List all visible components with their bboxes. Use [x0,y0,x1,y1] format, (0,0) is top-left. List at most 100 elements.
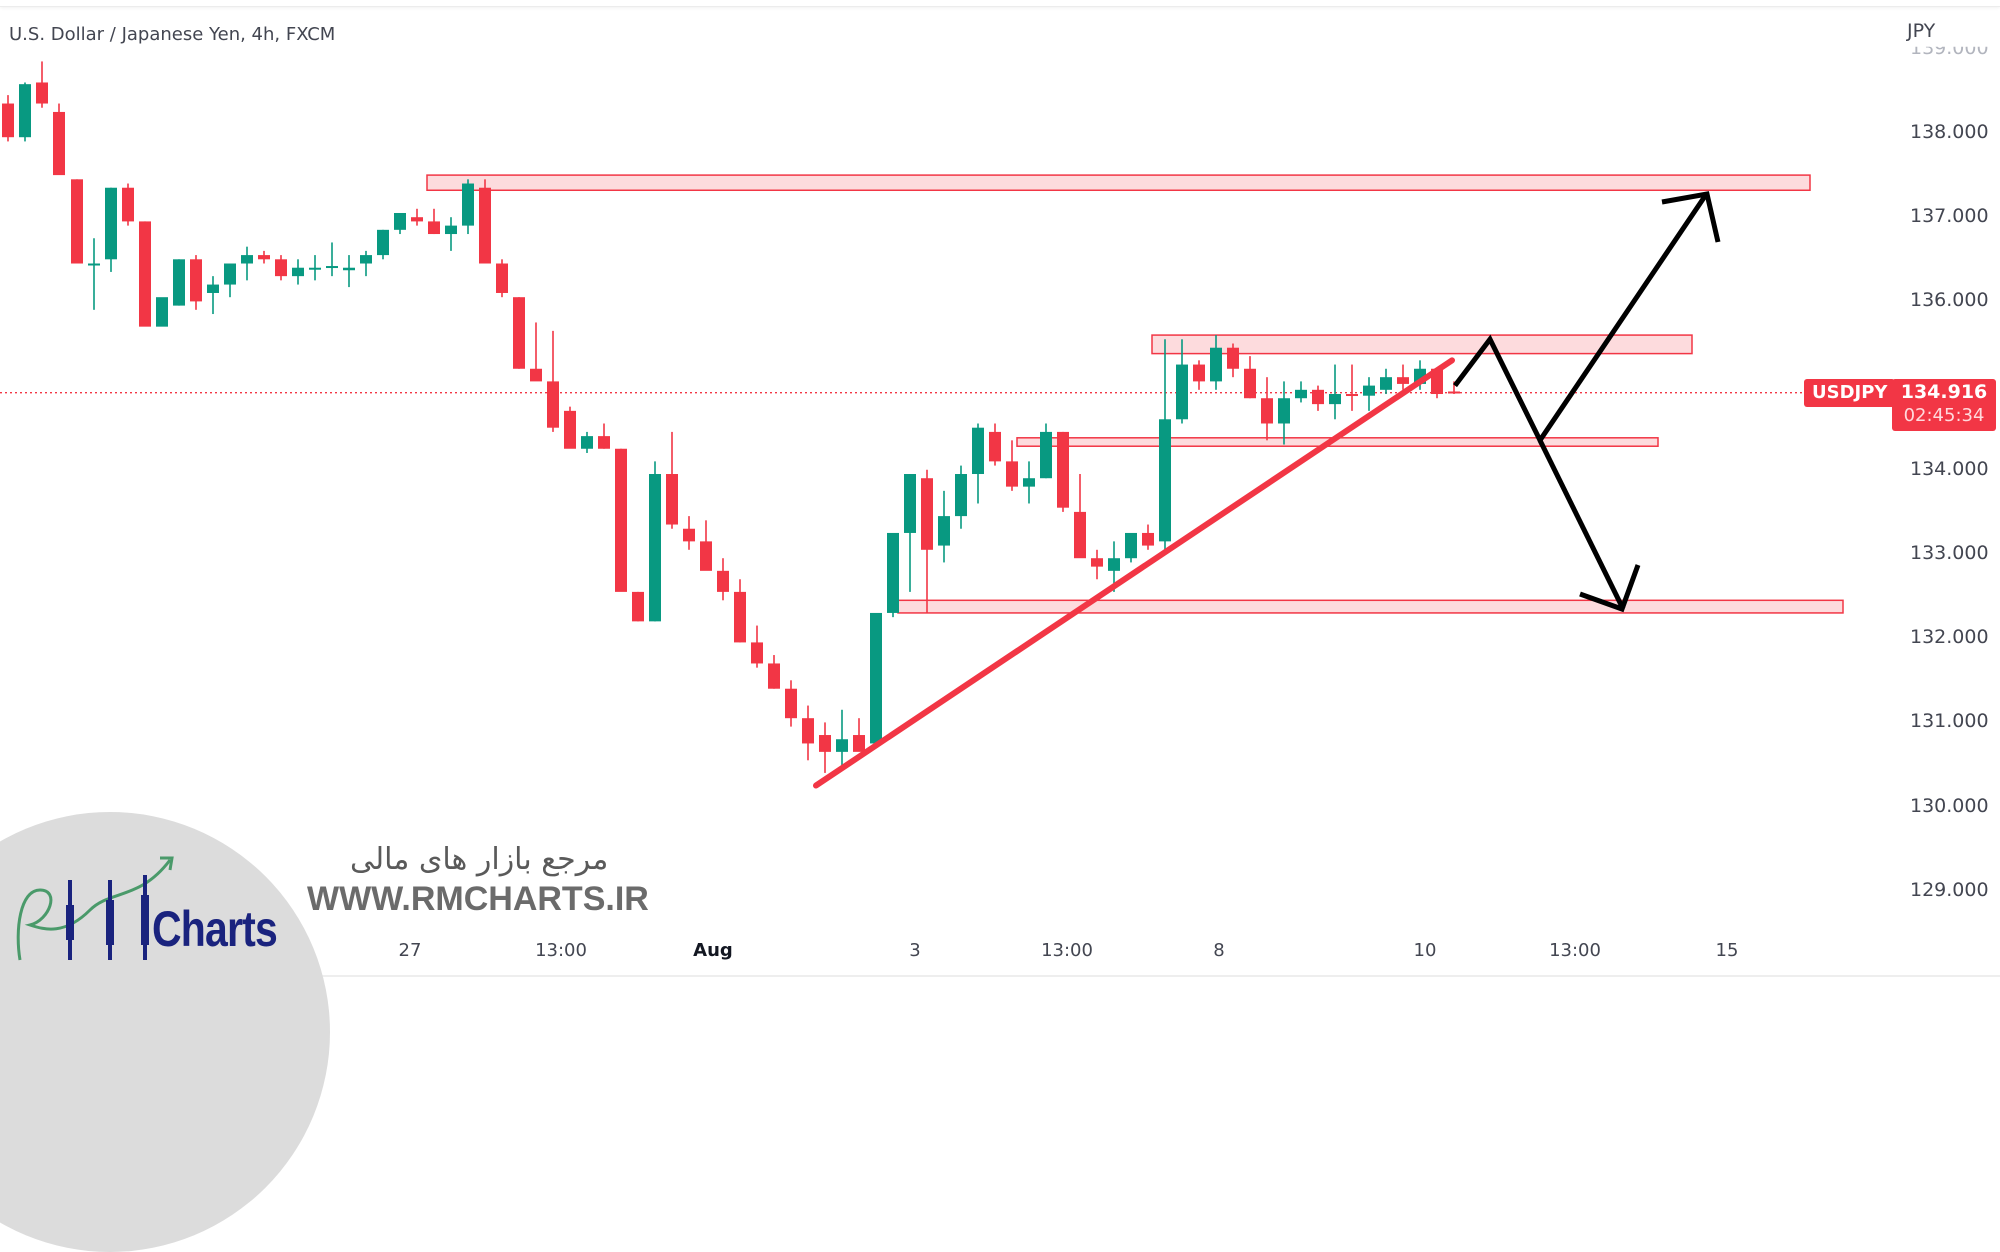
projection-down-path [1537,439,1626,610]
candle [870,612,882,748]
candle [2,95,14,142]
watermark-brand: Charts [152,901,278,957]
last-price-badge: 134.916 02:45:34 [1892,379,1996,431]
candle [275,255,287,281]
price-tick: 136.000 [1910,289,1989,312]
candle [53,103,65,176]
candle [1074,474,1086,559]
candle [1040,423,1052,479]
price-tick: 134.000 [1910,457,1989,480]
candle [632,591,644,622]
candle [156,297,168,327]
time-tick: 15 [1715,940,1739,961]
candle [309,255,321,281]
candle [173,259,185,306]
candle [734,579,746,643]
candle [581,431,593,453]
candle [1363,377,1375,411]
candle [700,520,712,571]
candle [853,718,865,752]
axis-divider [0,975,2000,977]
price-tick: 133.000 [1910,542,1989,564]
candle [972,423,984,504]
candle [1312,385,1324,411]
candle [1006,440,1018,491]
candle [819,722,831,773]
candle [955,465,967,529]
candle [241,246,253,281]
bar-countdown: 02:45:34 [1903,405,1985,426]
candle [36,61,48,108]
candle [1193,360,1205,390]
candle [462,179,474,235]
zone-resistance-top [426,174,1811,192]
last-price: 134.916 [1900,381,1988,403]
candle [122,183,134,226]
price-tick: 131.000 [1910,710,1989,733]
watermark-tagline: مرجع بازار های مالی [350,842,609,877]
candle [751,625,763,668]
candle [360,250,372,277]
trendline [813,357,1455,789]
candle [547,330,559,432]
candle [989,423,1001,466]
candle [19,82,31,142]
price-chart[interactable] [0,0,2000,1000]
candle [1227,343,1239,378]
candle [258,250,270,264]
price-tick: 139.000 [1910,36,1989,59]
candle [479,179,491,264]
candle [1159,339,1171,554]
candle [139,221,151,327]
chart-title: U.S. Dollar / Japanese Yen, 4h, FXCM [9,24,336,45]
candle [377,229,389,260]
candle [666,431,678,529]
candle [768,655,780,689]
rm-logo-icon [16,856,174,961]
candle [1397,364,1409,390]
price-tick: 137.000 [1910,205,1989,228]
price-tick: 138.000 [1910,121,1989,143]
candle [598,423,610,449]
time-tick: 13:00 [535,940,587,961]
candle [904,474,916,592]
zone-support-low [897,599,1844,614]
candle [1329,364,1341,420]
candle [190,255,202,310]
candle [343,255,355,288]
candle [717,558,729,601]
arrow-down-head-icon [1579,564,1641,613]
candle [1278,381,1290,445]
candle [1346,364,1358,411]
candle [921,469,933,613]
symbol-badge: USDJPY [1804,379,1896,407]
time-tick: Aug [693,940,733,961]
candle [615,448,627,592]
candle [887,532,899,618]
candle [224,263,236,298]
candle [326,242,338,277]
candle [394,212,406,235]
candle [207,276,219,315]
currency-label: JPY [1907,20,1936,42]
candle [1091,549,1103,580]
time-tick: 8 [1213,940,1225,961]
candle [802,705,814,761]
time-tick: 3 [909,940,921,961]
candle [71,179,83,264]
projection-up-path [1453,194,1708,446]
candle [1142,524,1154,550]
candle [1261,377,1273,441]
candle [1023,461,1035,504]
price-tick: 132.000 [1910,626,1989,649]
candle [88,238,100,310]
candle [428,208,440,235]
candle [496,259,508,298]
candle [836,709,848,769]
candle [1380,368,1392,395]
candle [785,680,797,727]
candle [411,208,423,226]
candle [1244,356,1256,399]
candle [1125,532,1137,563]
time-tick: 13:00 [1041,940,1093,961]
